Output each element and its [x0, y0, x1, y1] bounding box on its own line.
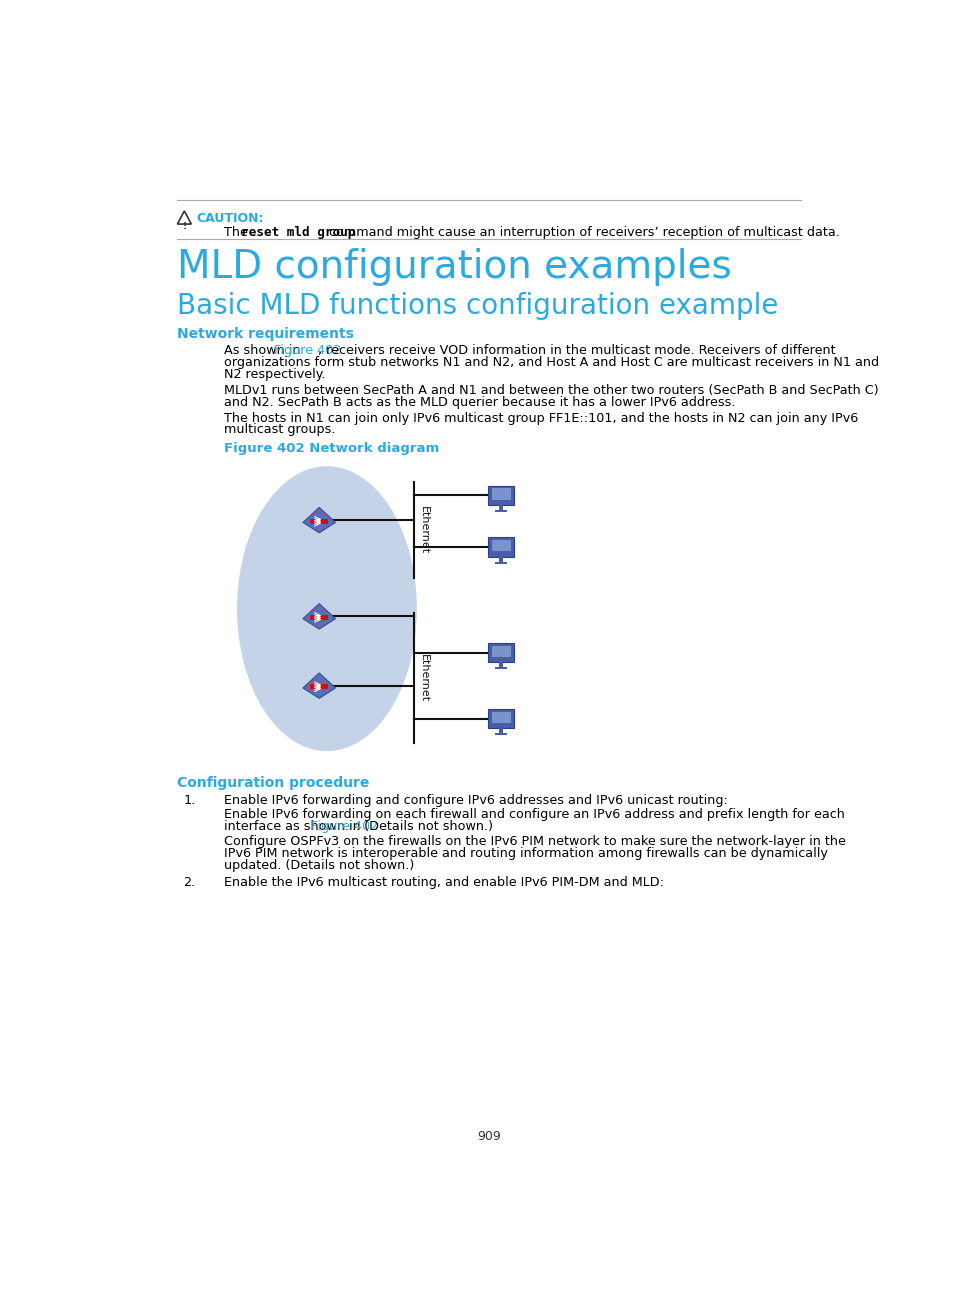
Text: updated. (Details not shown.): updated. (Details not shown.) [224, 859, 414, 872]
Text: Ethernet: Ethernet [418, 505, 428, 553]
Polygon shape [310, 518, 328, 524]
Text: Ethernet: Ethernet [418, 654, 428, 702]
Polygon shape [303, 508, 335, 533]
Polygon shape [488, 538, 514, 557]
Text: CAUTION:: CAUTION: [195, 211, 263, 224]
Text: Figure 402: Figure 402 [274, 345, 341, 358]
Polygon shape [492, 489, 510, 500]
Text: organizations form stub networks N1 and N2, and Host A and Host C are multicast : organizations form stub networks N1 and … [224, 356, 878, 369]
Polygon shape [495, 667, 507, 669]
Text: command might cause an interruption of receivers’ reception of multicast data.: command might cause an interruption of r… [324, 227, 839, 240]
Text: IPv6 PIM network is interoperable and routing information among firewalls can be: IPv6 PIM network is interoperable and ro… [224, 848, 827, 861]
Polygon shape [488, 643, 514, 662]
Polygon shape [495, 509, 507, 512]
Text: interface as shown in: interface as shown in [224, 819, 364, 832]
Ellipse shape [236, 467, 416, 752]
Polygon shape [492, 712, 510, 723]
Text: Basic MLD functions configuration example: Basic MLD functions configuration exampl… [177, 292, 778, 320]
Text: and N2. SecPath B acts as the MLD querier because it has a lower IPv6 address.: and N2. SecPath B acts as the MLD querie… [224, 395, 735, 408]
Polygon shape [495, 561, 507, 564]
Text: 909: 909 [476, 1130, 500, 1143]
Polygon shape [303, 673, 335, 699]
Text: , receivers receive VOD information in the multicast mode. Receivers of differen: , receivers receive VOD information in t… [318, 345, 835, 358]
Text: !: ! [182, 222, 186, 231]
Polygon shape [488, 486, 514, 505]
Polygon shape [498, 662, 503, 667]
Text: Configuration procedure: Configuration procedure [177, 776, 370, 789]
Text: 2.: 2. [183, 876, 195, 889]
Text: N2 respectively.: N2 respectively. [224, 368, 325, 381]
Text: Enable IPv6 forwarding on each firewall and configure an IPv6 address and prefix: Enable IPv6 forwarding on each firewall … [224, 807, 843, 820]
Polygon shape [498, 505, 503, 509]
Text: 1.: 1. [183, 794, 195, 807]
Polygon shape [488, 709, 514, 728]
Text: Enable IPv6 forwarding and configure IPv6 addresses and IPv6 unicast routing:: Enable IPv6 forwarding and configure IPv… [224, 794, 727, 807]
Polygon shape [492, 645, 510, 657]
Text: The hosts in N1 can join only IPv6 multicast group FF1E::101, and the hosts in N: The hosts in N1 can join only IPv6 multi… [224, 412, 858, 425]
Text: Figure 402 Network diagram: Figure 402 Network diagram [224, 442, 438, 455]
Text: MLD configuration examples: MLD configuration examples [177, 248, 731, 286]
Polygon shape [303, 604, 335, 629]
Text: multicast groups.: multicast groups. [224, 424, 335, 437]
Polygon shape [492, 540, 510, 551]
Polygon shape [310, 684, 328, 689]
Text: MLDv1 runs between SecPath A and N1 and between the other two routers (SecPath B: MLDv1 runs between SecPath A and N1 and … [224, 384, 878, 397]
Text: reset mld group: reset mld group [241, 227, 355, 240]
Polygon shape [498, 728, 503, 734]
Text: The: The [224, 227, 252, 240]
Text: . (Details not shown.): . (Details not shown.) [355, 819, 492, 832]
Polygon shape [498, 557, 503, 561]
Text: Configure OSPFv3 on the firewalls on the IPv6 PIM network to make sure the netwo: Configure OSPFv3 on the firewalls on the… [224, 836, 845, 849]
Text: As shown in: As shown in [224, 345, 304, 358]
Text: Enable the IPv6 multicast routing, and enable IPv6 PIM-DM and MLD:: Enable the IPv6 multicast routing, and e… [224, 876, 663, 889]
Text: Network requirements: Network requirements [177, 327, 354, 341]
Polygon shape [495, 734, 507, 735]
Text: Figure 402: Figure 402 [311, 819, 377, 832]
Polygon shape [310, 616, 328, 619]
